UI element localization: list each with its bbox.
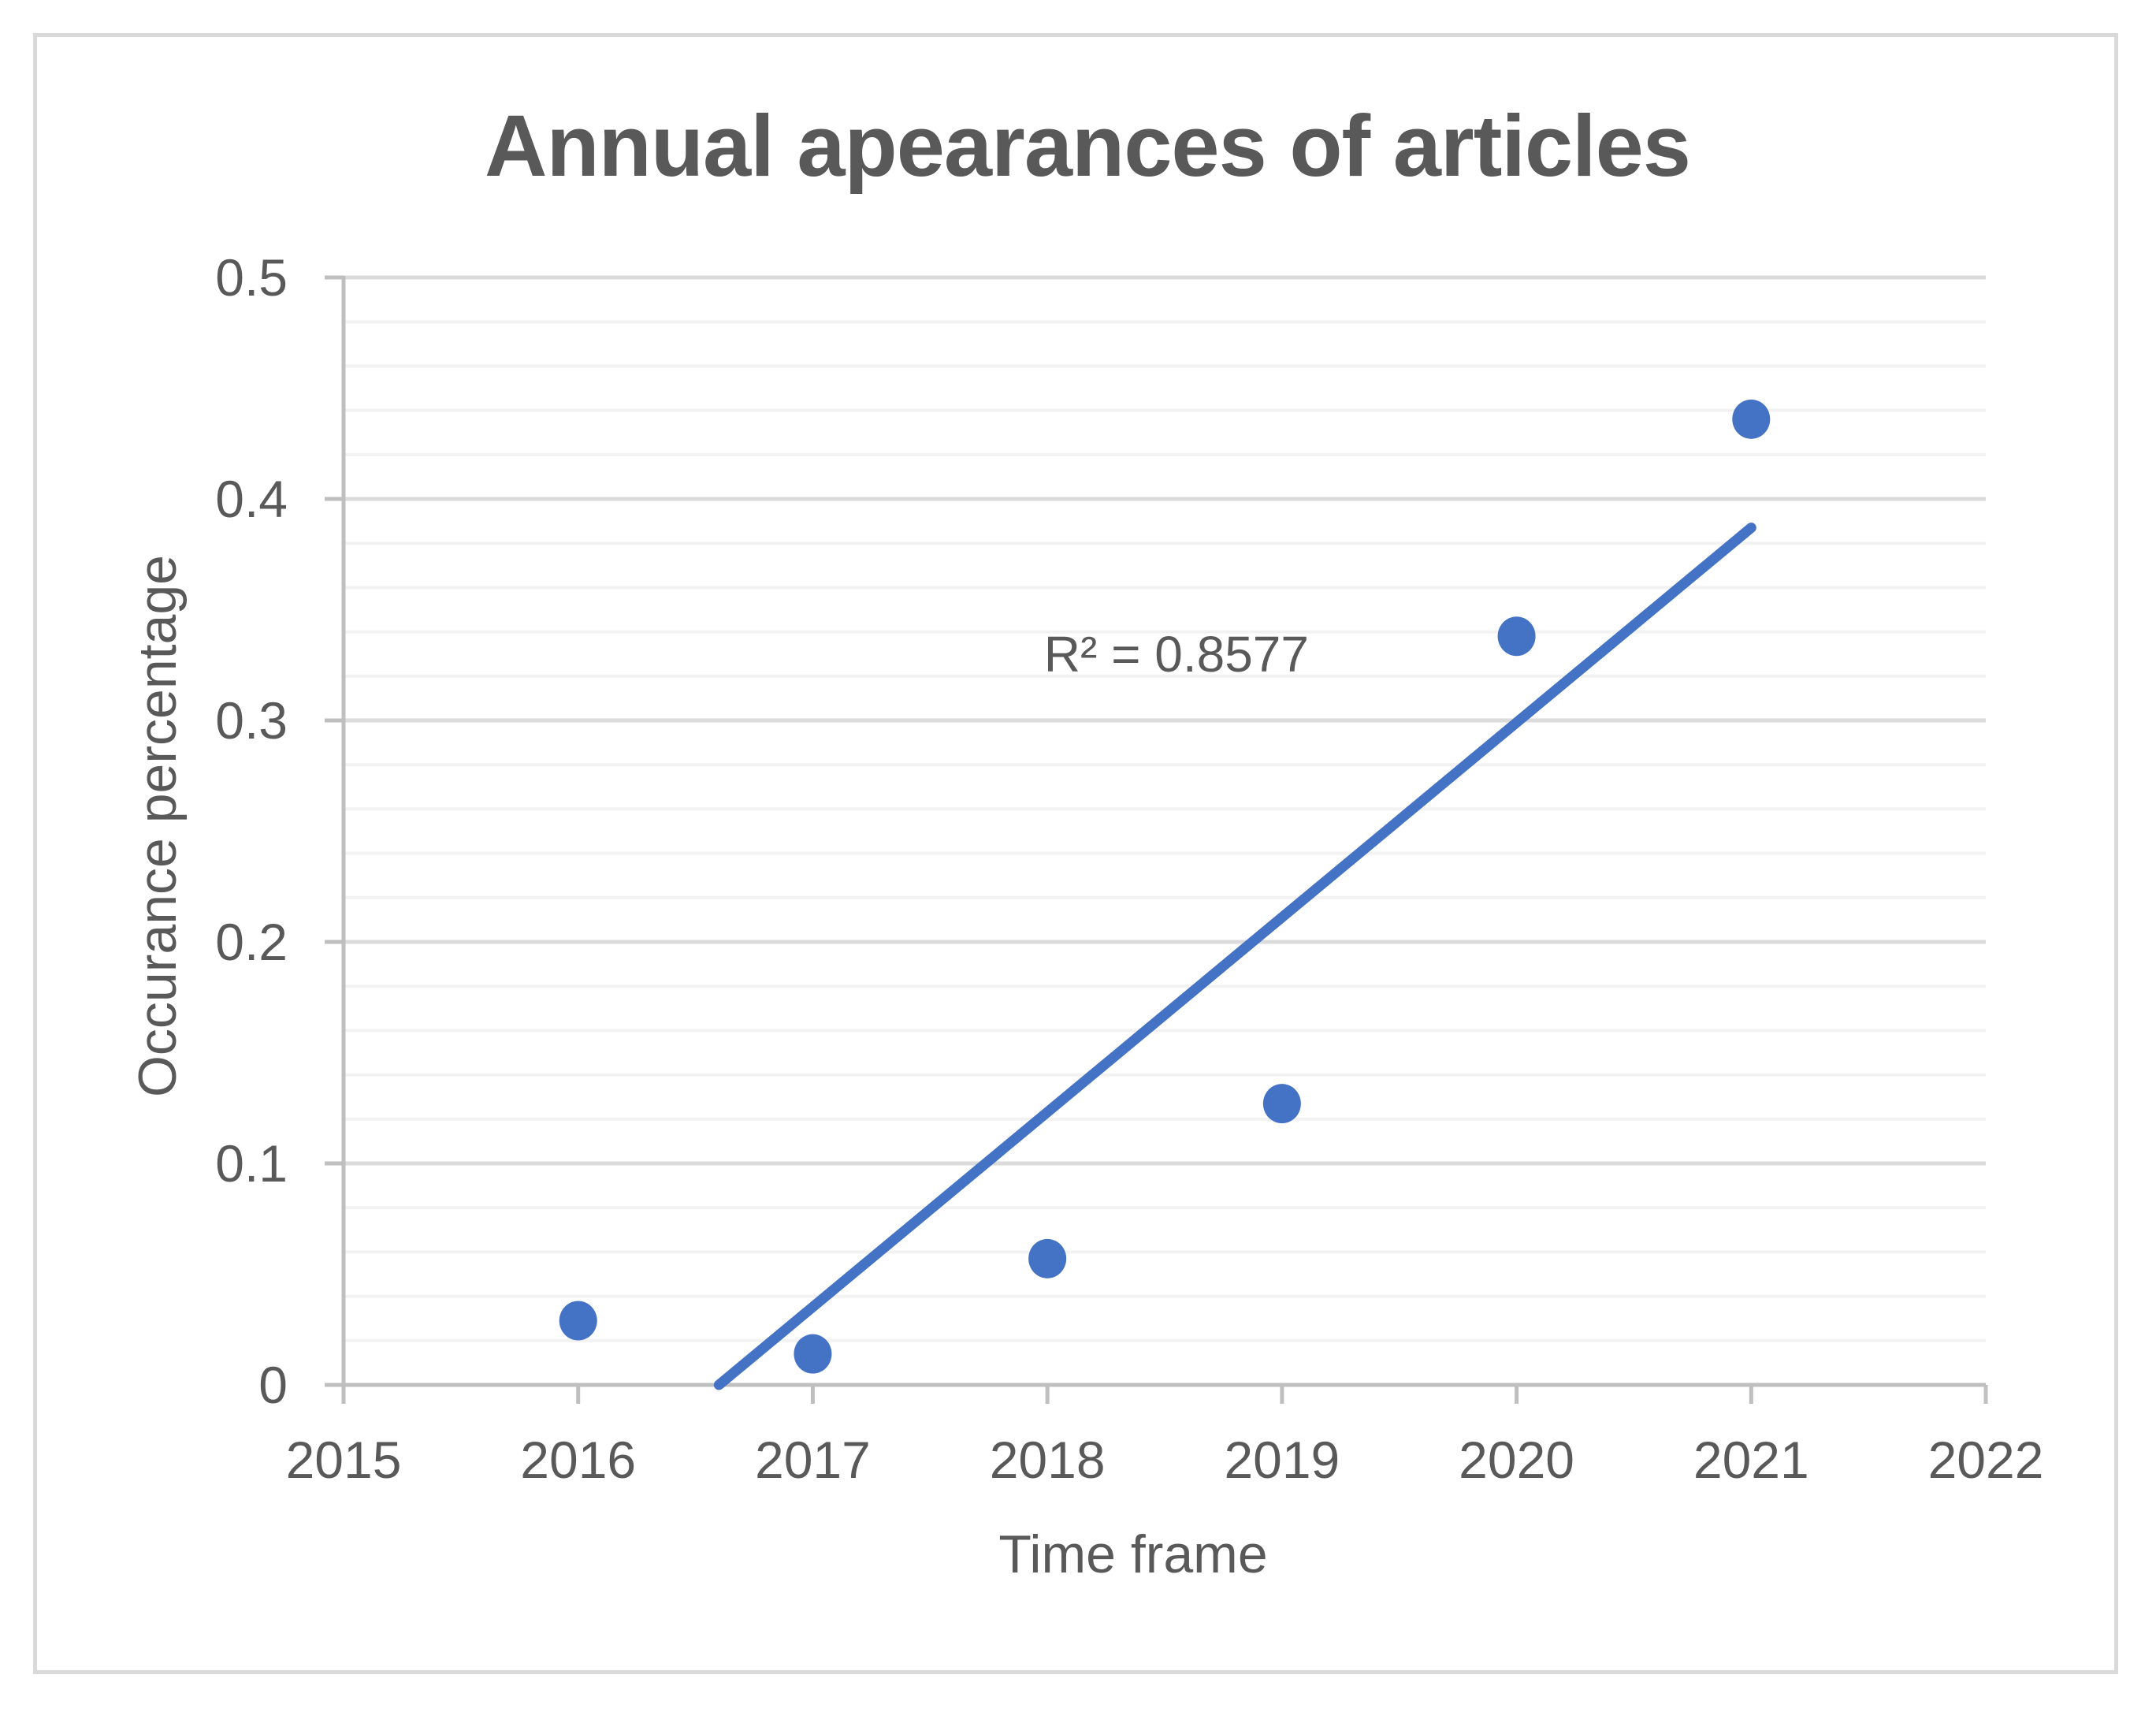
y-axis-title: Occurance percentage xyxy=(128,555,188,1097)
data-point xyxy=(1732,399,1771,439)
y-tick-label: 0.5 xyxy=(215,248,288,307)
r-squared-annotation: R² = 0.8577 xyxy=(1043,625,1309,683)
data-point xyxy=(559,1301,597,1341)
x-tick-label: 2016 xyxy=(520,1431,636,1489)
x-tick-label: 2015 xyxy=(286,1431,402,1489)
x-tick-label: 2021 xyxy=(1693,1431,1809,1489)
x-tick-label: 2019 xyxy=(1224,1431,1340,1489)
x-tick-label: 2018 xyxy=(990,1431,1106,1489)
y-tick-label: 0 xyxy=(258,1356,288,1414)
data-point xyxy=(794,1334,832,1374)
x-tick-label: 2020 xyxy=(1459,1431,1574,1489)
data-point xyxy=(1262,1084,1301,1124)
trendline xyxy=(713,523,1756,1390)
data-point xyxy=(1497,616,1536,657)
chart-title: Annual apearances of articles xyxy=(485,98,1691,195)
y-tick-label: 0.3 xyxy=(215,691,288,750)
y-tick-label: 0.4 xyxy=(215,470,288,528)
x-axis-title: Time frame xyxy=(998,1524,1268,1584)
y-tick-label: 0.1 xyxy=(215,1134,288,1193)
y-tick-label: 0.2 xyxy=(215,913,288,971)
x-tick-label: 2017 xyxy=(755,1431,871,1489)
x-tick-label: 2022 xyxy=(1928,1431,2044,1489)
data-point xyxy=(1028,1238,1067,1278)
